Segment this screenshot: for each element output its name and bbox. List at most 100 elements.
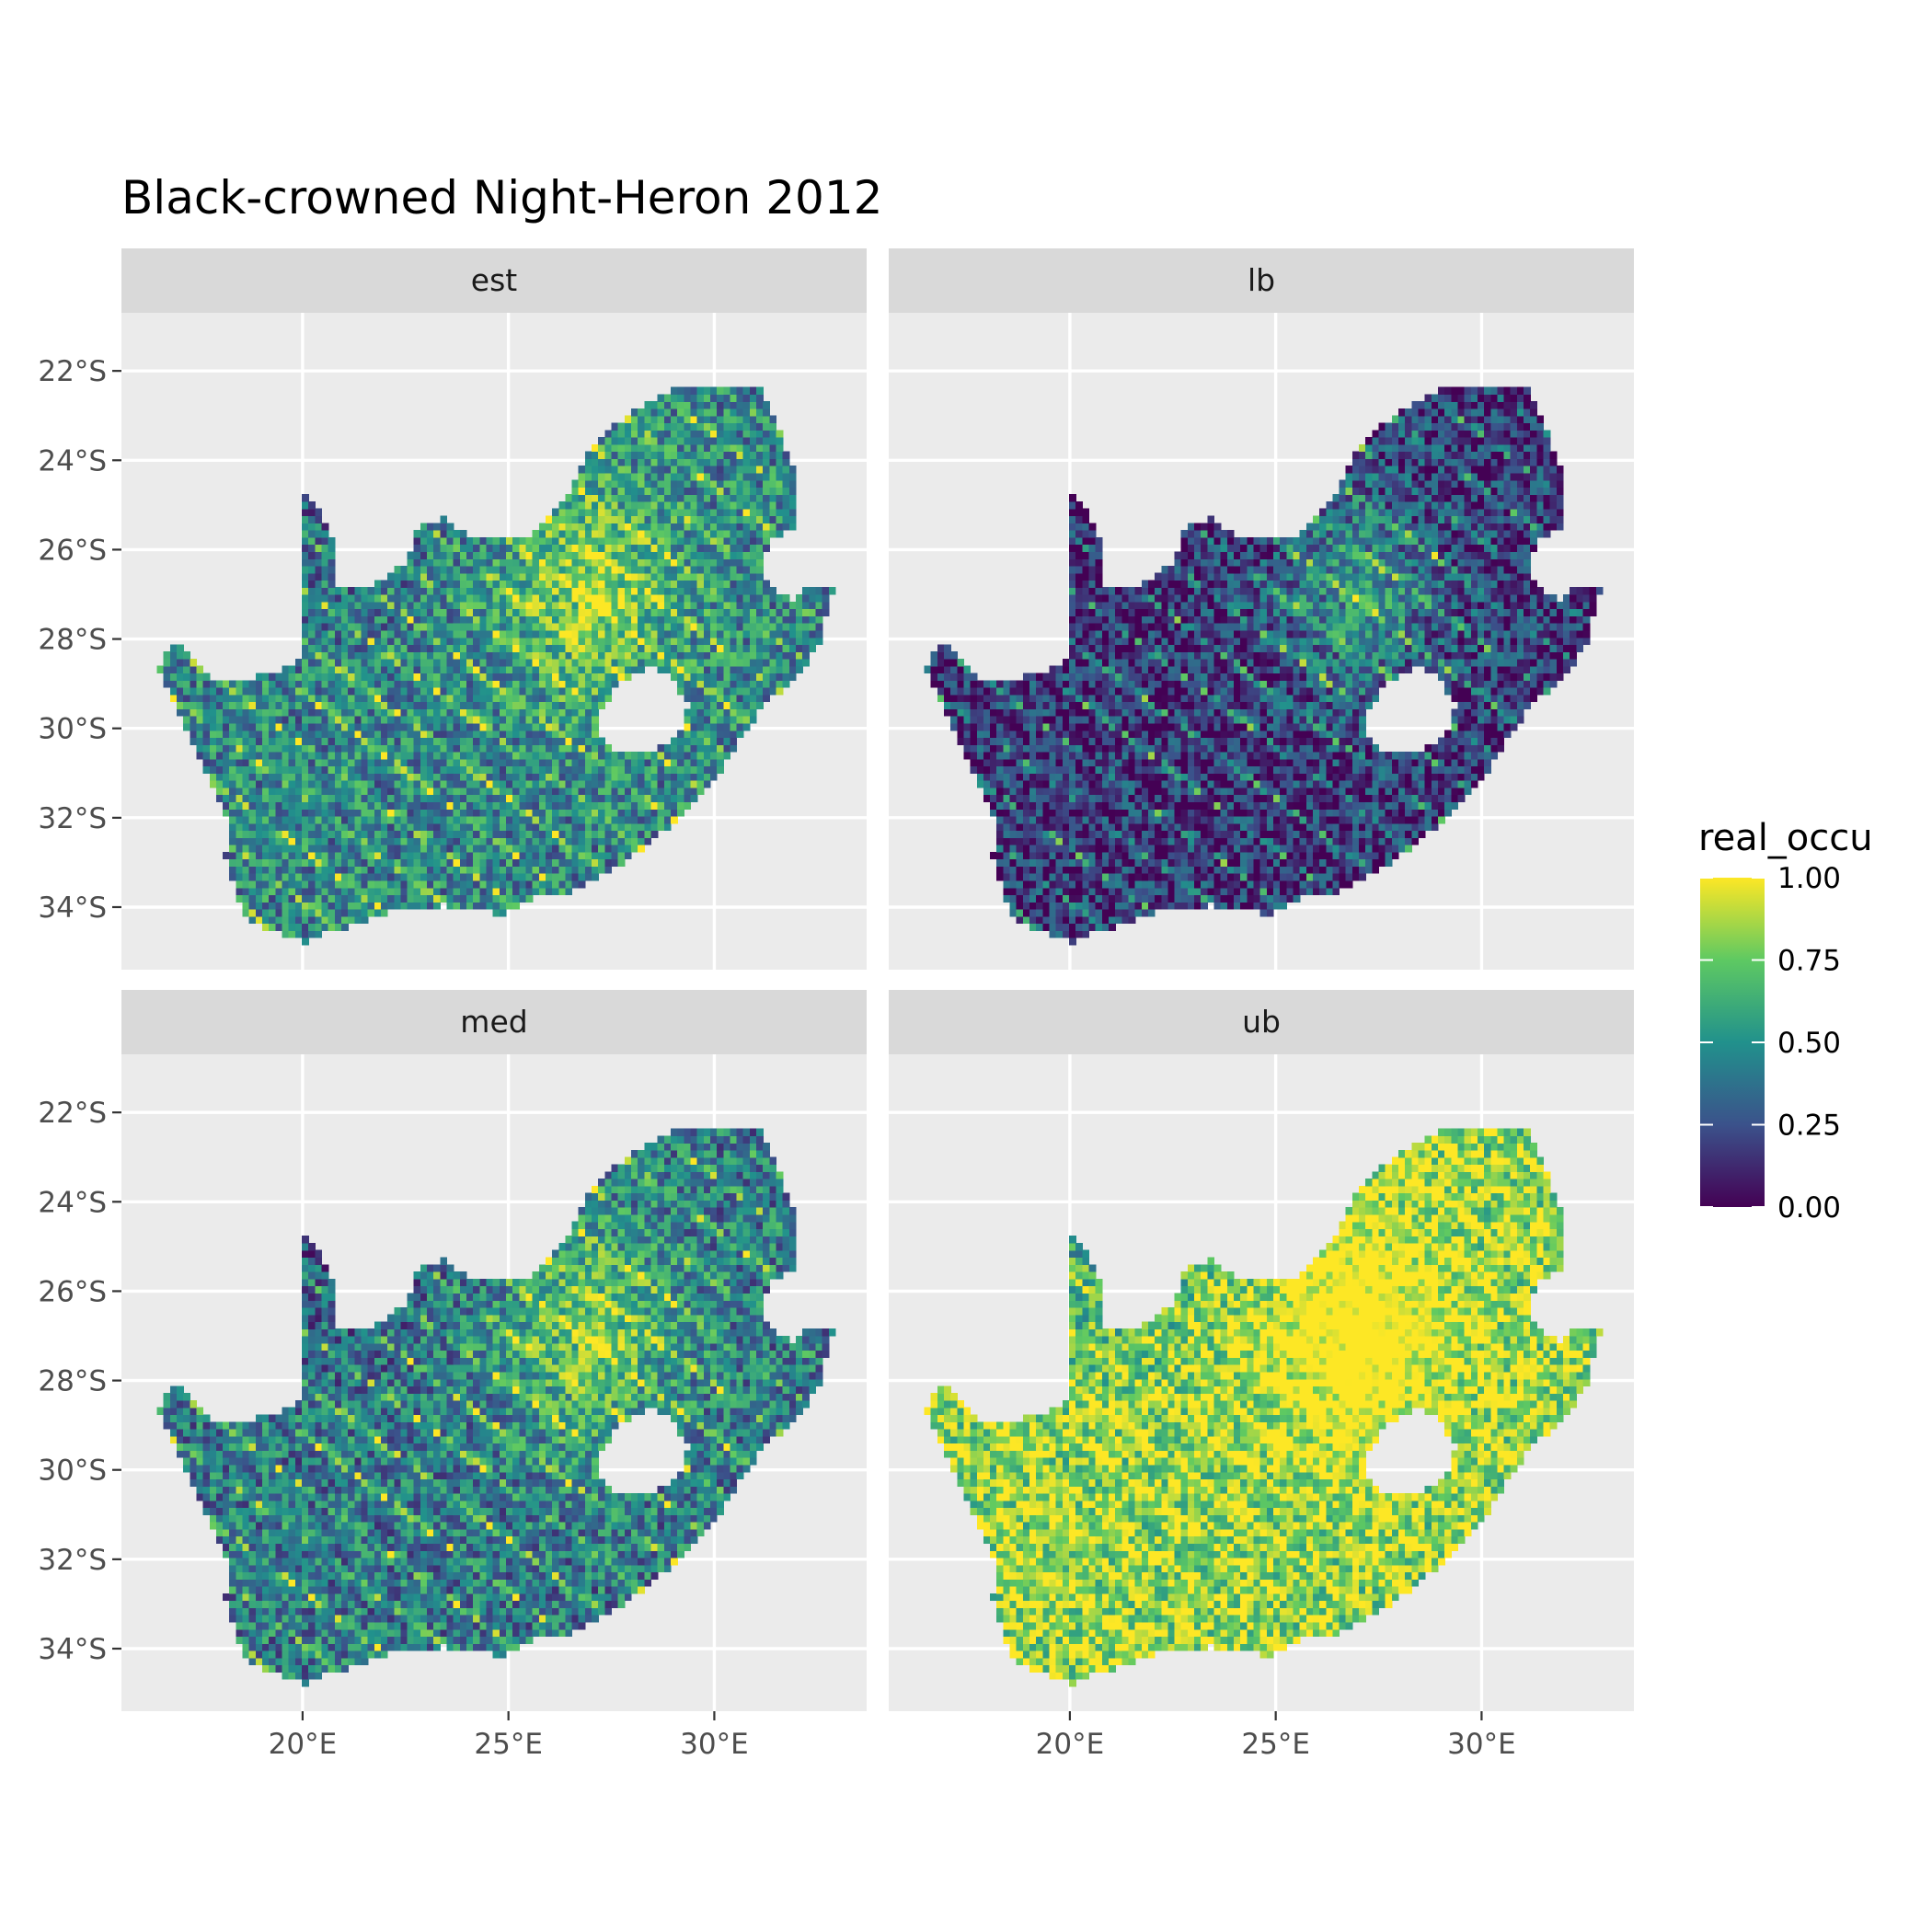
raster-cell	[519, 851, 527, 860]
raster-cell	[512, 902, 520, 910]
raster-cell	[380, 752, 388, 760]
raster-cell	[433, 822, 441, 832]
raster-cell	[492, 801, 500, 810]
raster-cell	[611, 565, 619, 574]
raster-cell	[717, 680, 724, 688]
raster-cell	[742, 694, 751, 703]
raster-cell	[1194, 880, 1202, 889]
raster-cell	[440, 873, 448, 881]
raster-cell	[1280, 866, 1287, 874]
raster-cell	[466, 623, 474, 631]
raster-cell	[308, 923, 316, 931]
raster-cell	[598, 680, 605, 688]
raster-cell	[1201, 851, 1208, 860]
raster-cell	[499, 752, 507, 760]
raster-cell	[717, 615, 724, 624]
raster-cell	[348, 801, 355, 810]
raster-cell	[374, 737, 382, 745]
raster-cell	[657, 801, 665, 810]
raster-cell	[578, 501, 586, 510]
raster-cell	[440, 587, 448, 595]
raster-cell	[749, 615, 757, 624]
raster-cell	[638, 815, 645, 824]
raster-cell	[294, 744, 303, 753]
raster-cell	[473, 572, 480, 581]
raster-cell	[294, 873, 303, 881]
raster-cell	[473, 765, 480, 774]
raster-cell	[624, 587, 632, 595]
raster-cell	[611, 758, 619, 767]
raster-cell	[486, 629, 494, 638]
raster-cell	[302, 651, 309, 660]
raster-cell	[519, 873, 527, 881]
raster-cell	[302, 887, 309, 895]
raster-cell	[709, 401, 718, 409]
raster-cell	[703, 401, 711, 409]
raster-cell	[717, 401, 724, 409]
raster-cell	[440, 665, 448, 674]
raster-cell	[248, 787, 257, 796]
raster-cell	[1391, 845, 1399, 853]
raster-cell	[782, 458, 790, 466]
raster-cell	[703, 451, 711, 459]
raster-cell	[578, 773, 586, 781]
raster-cell	[269, 687, 276, 696]
raster-cell	[742, 623, 751, 631]
raster-cell	[236, 880, 244, 889]
raster-cell	[1101, 908, 1110, 917]
raster-cell	[684, 794, 692, 802]
raster-cell	[492, 780, 500, 788]
raster-cell	[598, 651, 605, 660]
raster-cell	[1180, 851, 1189, 860]
raster-cell	[604, 551, 613, 559]
raster-cell	[440, 815, 448, 824]
raster-cell	[321, 587, 329, 595]
raster-cell	[413, 601, 421, 610]
raster-cell	[328, 887, 336, 895]
raster-cell	[677, 466, 684, 474]
raster-cell	[453, 716, 461, 724]
raster-cell	[223, 794, 230, 802]
raster-cell	[315, 915, 323, 925]
raster-cell	[479, 880, 488, 889]
raster-cell	[677, 780, 684, 788]
raster-cell	[413, 644, 421, 652]
raster-cell	[571, 722, 580, 731]
raster-cell	[571, 551, 580, 559]
raster-cell	[427, 815, 434, 824]
raster-cell	[446, 722, 454, 731]
raster-cell	[736, 415, 744, 424]
raster-cell	[328, 880, 336, 889]
raster-cell	[650, 809, 659, 817]
raster-cell	[453, 651, 461, 660]
raster-cell	[571, 687, 580, 696]
raster-cell	[631, 665, 638, 674]
facet-strip	[889, 248, 1634, 313]
raster-cell	[598, 501, 605, 510]
raster-cell	[361, 623, 369, 631]
raster-cell	[341, 644, 349, 652]
raster-cell	[552, 880, 559, 889]
raster-cell	[387, 794, 395, 802]
raster-cell	[644, 830, 652, 838]
raster-cell	[407, 758, 415, 767]
raster-cell	[690, 408, 698, 417]
raster-cell	[709, 737, 718, 745]
raster-cell	[571, 673, 580, 681]
raster-cell	[624, 458, 632, 466]
raster-cell	[223, 716, 230, 724]
raster-cell	[604, 437, 613, 445]
raster-cell	[427, 730, 434, 739]
raster-cell	[584, 822, 592, 832]
raster-cell	[334, 887, 342, 895]
raster-cell	[354, 623, 362, 631]
raster-cell	[1351, 851, 1360, 860]
raster-cell	[598, 780, 605, 788]
raster-cell	[499, 845, 507, 853]
raster-cell	[703, 730, 711, 739]
raster-cell	[584, 794, 592, 802]
raster-cell	[229, 687, 236, 696]
raster-cell	[1405, 845, 1412, 853]
raster-cell	[684, 752, 692, 760]
raster-cell	[499, 794, 507, 802]
